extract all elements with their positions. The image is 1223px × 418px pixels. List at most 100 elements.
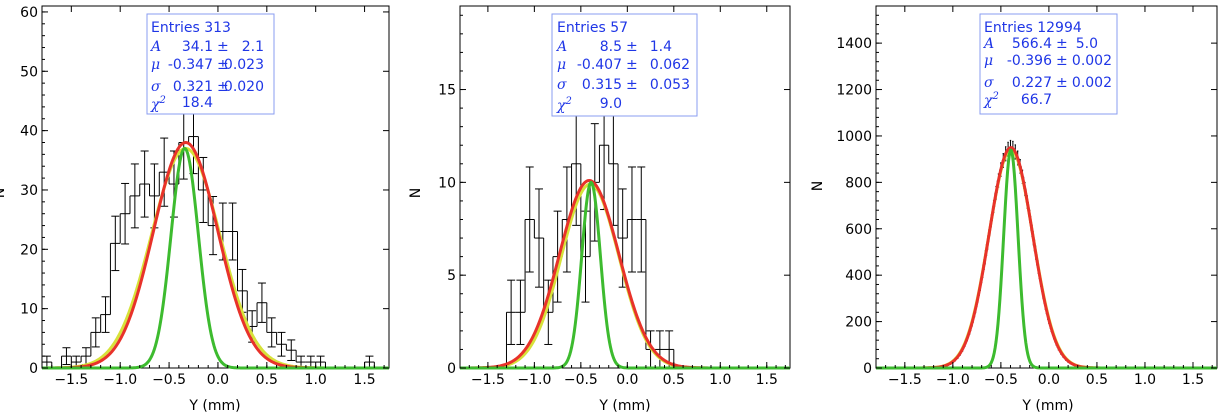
- x-tick-label: 1.5: [1182, 372, 1204, 388]
- fit-curve-total: [875, 146, 1218, 370]
- panel-1-stat-symbol-mean: μ: [151, 57, 160, 73]
- fit-curve-total: [459, 179, 791, 370]
- panel-1-stat-pm-amplitude: ±: [217, 39, 229, 55]
- x-tick-label: 1.0: [305, 372, 327, 388]
- x-tick-label: 1.0: [1134, 372, 1156, 388]
- panel-2-stat-value-sigma: 0.315: [582, 77, 622, 93]
- panel-3-stat-pm-sigma: ±: [1056, 75, 1068, 91]
- panel-1-stat-symbol-amplitude: A: [149, 39, 161, 55]
- panel-1-stats-box: Entries 313 A 34.1 ± 2.1 μ -0.347 ± 0.02…: [146, 13, 275, 115]
- panel-3-stat-entries: Entries 12994: [984, 20, 1082, 36]
- y-tick-label: 600: [845, 222, 872, 238]
- x-tick-label: 0.5: [256, 372, 278, 388]
- x-tick-label: −1.0: [517, 372, 551, 388]
- y-tick-label: 40: [20, 124, 38, 140]
- y-tick-label: 800: [845, 175, 872, 191]
- panel-3-stat-value-mean: -0.396: [1007, 53, 1052, 69]
- y-tick-label: 1400: [836, 36, 872, 52]
- y-tick-label: 30: [20, 183, 38, 199]
- panel-1-stat-entries: Entries 313: [151, 20, 231, 36]
- panel-2-x-axis-label: Y (mm): [598, 398, 650, 414]
- y-tick-label: 10: [438, 175, 456, 191]
- panel-2-stats-box-frame: [551, 13, 698, 117]
- panel-1-y-axis-label: N: [0, 188, 8, 198]
- y-tick-label: 15: [438, 83, 456, 99]
- x-tick-label: 1.0: [709, 372, 731, 388]
- panel-3-stats-box: Entries 12994 A 566.4 ± 5.0 μ -0.396 ± 0…: [979, 13, 1118, 115]
- y-tick-label: 200: [845, 315, 872, 331]
- panel-2-stat-value-amplitude: 8.5: [600, 39, 622, 55]
- fit-curve-wide: [875, 148, 1218, 370]
- y-tick-label: 0: [447, 361, 456, 377]
- panel-3-stat-symbol-mean: μ: [984, 53, 993, 69]
- x-tick-label: 0.5: [663, 372, 685, 388]
- x-tick-label: −0.5: [984, 372, 1018, 388]
- x-tick-label: −1.0: [103, 372, 137, 388]
- panel-2-stat-pm-amplitude: ±: [626, 39, 638, 55]
- panel-1-stat-value-sigma: 0.321: [173, 79, 213, 95]
- panel-1-ticks: −1.5 −1.0 −0.5 0.0 0.5 1.0 1.5 0 10 20 30 40 50 60: [20, 5, 389, 388]
- panel-2-stat-pm-mean: ±: [626, 57, 638, 73]
- fit-curve-narrow: [459, 180, 791, 370]
- panel-2-stat-symbol-amplitude: A: [555, 39, 567, 55]
- x-tick-label: −0.5: [564, 372, 598, 388]
- x-tick-label: 0.0: [207, 372, 229, 388]
- panel-2-stats-box: Entries 57 A 8.5 ± 1.4 μ -0.407 ± 0.062 …: [551, 13, 698, 117]
- fit-curve-wide: [41, 146, 390, 370]
- panel-3-stat-pm-mean: ±: [1056, 53, 1068, 69]
- panel-1-fit-curves: [41, 140, 390, 370]
- panel-1-stat-value-amplitude: 34.1: [182, 39, 213, 55]
- panel-2-stat-error-sigma: 0.053: [650, 77, 690, 93]
- panel-1-stat-error-sigma: 0.020: [224, 79, 264, 95]
- panel-1-plot-frame: [41, 5, 390, 369]
- y-tick-label: 1200: [836, 83, 872, 99]
- panel-2-stat-symbol-chi2: χ2: [556, 96, 572, 114]
- panel-1-stat-symbol-sigma: σ: [151, 79, 161, 95]
- panel-1-stat-error-amplitude: 2.1: [242, 39, 264, 55]
- x-tick-label: 0.0: [1038, 372, 1060, 388]
- y-tick-label: 10: [20, 302, 38, 318]
- panel-3-stat-error-mean: 0.002: [1072, 53, 1112, 69]
- panel-3-stat-pm-amplitude: ±: [1056, 36, 1068, 52]
- fit-curve-total: [41, 140, 390, 370]
- panel-3-stat-symbol-amplitude: A: [982, 36, 994, 52]
- x-tick-label: 1.5: [756, 372, 778, 388]
- panel-1-stat-error-mean: 0.023: [224, 57, 264, 73]
- panel-2-stat-entries: Entries 57: [557, 20, 628, 36]
- panel-1-stats-box-frame: [146, 13, 275, 115]
- panel-3-stat-value-amplitude: 566.4: [1012, 36, 1052, 52]
- panel-3-stat-error-amplitude: 5.0: [1076, 36, 1098, 52]
- panel-3-stat-value-chi2: 66.7: [1021, 92, 1052, 108]
- panel-3-fit-curves: [875, 146, 1218, 370]
- x-tick-label: −1.5: [471, 372, 505, 388]
- panel-2-y-axis-label: N: [408, 188, 424, 198]
- panel-3-ticks: −1.5 −1.0 −0.5 0.0 0.5 1.0 1.5 0 200 400 600 800 100…: [836, 5, 1217, 388]
- panel-1-stat-value-mean: -0.347: [168, 57, 213, 73]
- x-tick-label: −0.5: [152, 372, 186, 388]
- panel-3-stat-symbol-sigma: σ: [984, 75, 994, 91]
- panel-2-stat-pm-sigma: ±: [626, 77, 638, 93]
- panel-3-y-axis-label: N: [810, 181, 826, 191]
- panel-2-histogram: [505, 80, 675, 369]
- y-tick-label: 400: [845, 268, 872, 284]
- panel-1-stat-value-chi2: 18.4: [182, 95, 213, 111]
- x-tick-label: 0.5: [1086, 372, 1108, 388]
- panel-3-stat-value-sigma: 0.227: [1012, 75, 1052, 91]
- x-tick-label: −1.5: [54, 372, 88, 388]
- fit-curve-narrow: [875, 148, 1218, 370]
- panel-2-stat-error-amplitude: 1.4: [650, 39, 672, 55]
- y-tick-label: 5: [447, 268, 456, 284]
- panel-3-stat-symbol-chi2: χ2: [983, 91, 999, 109]
- panel-1-x-axis-label: Y (mm): [188, 398, 240, 414]
- panel-1-stat-symbol-chi2: χ2: [150, 95, 166, 113]
- y-tick-label: 1000: [836, 129, 872, 145]
- panel-1: −1.5 −1.0 −0.5 0.0 0.5 1.0 1.5 0 10 20 30 40 50 60 Y …: [0, 5, 390, 414]
- panel-2-stat-error-mean: 0.062: [650, 57, 690, 73]
- fit-curve-narrow: [41, 146, 390, 370]
- y-tick-label: 0: [863, 361, 872, 377]
- panel-1-stat-pm-sigma: ±: [217, 79, 229, 95]
- panel-3-histogram: [913, 139, 1113, 369]
- panel-3: −1.5 −1.0 −0.5 0.0 0.5 1.0 1.5 0 200 400 600 800 100…: [810, 5, 1218, 414]
- y-tick-label: 60: [20, 5, 38, 21]
